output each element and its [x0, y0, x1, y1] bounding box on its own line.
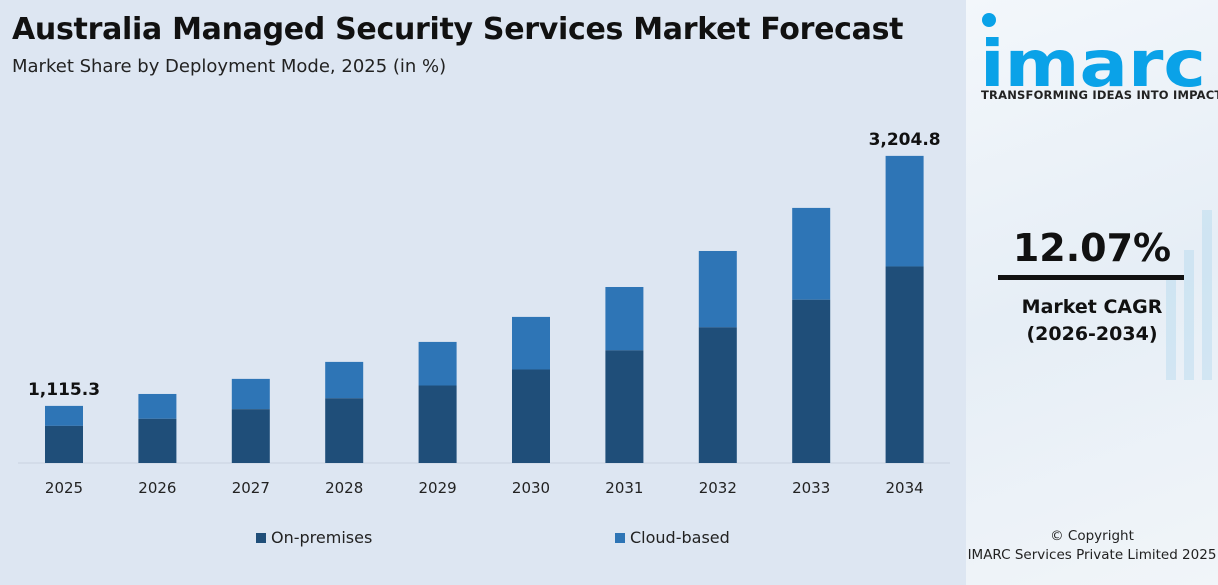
side-panel: imarc TRANSFORMING IDEAS INTO IMPACT 12.…	[966, 0, 1218, 585]
x-tick-label: 2033	[792, 479, 830, 497]
copyright: © Copyright IMARC Services Private Limit…	[966, 527, 1218, 565]
bar-on-premises-2026	[138, 418, 177, 463]
cagr-label: Market CAGR (2026-2034)	[966, 294, 1218, 348]
bar-on-premises-2034	[885, 266, 924, 463]
x-tick-label: 2028	[325, 479, 363, 497]
bar-cloud-based-2033	[792, 207, 831, 300]
bar-on-premises-2032	[698, 327, 737, 463]
bar-on-premises-2025	[45, 425, 83, 463]
chart-panel: Australia Managed Security Services Mark…	[0, 0, 966, 585]
bar-cloud-based-2032	[698, 250, 737, 328]
bar-on-premises-2033	[792, 299, 831, 463]
legend-label: On-premises	[271, 528, 373, 547]
bar-cloud-based-2025	[45, 405, 83, 426]
bar-on-premises-2031	[605, 350, 644, 463]
bar-cloud-based-2031	[605, 286, 644, 351]
legend-swatch	[615, 532, 625, 543]
svg-text:imarc: imarc	[980, 28, 1206, 90]
bar-on-premises-2027	[231, 409, 270, 463]
x-tick-label: 2025	[45, 479, 83, 497]
x-tick-label: 2030	[512, 479, 550, 497]
data-label: 1,115.3	[28, 380, 100, 400]
bar-on-premises-2030	[512, 369, 550, 463]
bar-cloud-based-2029	[418, 341, 457, 386]
bar-cloud-based-2034	[885, 155, 924, 267]
x-tick-label: 2029	[419, 479, 457, 497]
chart-title: Australia Managed Security Services Mark…	[12, 12, 904, 47]
legend-label: Cloud-based	[630, 528, 730, 547]
copyright-line1: © Copyright	[1050, 528, 1134, 544]
legend-swatch	[256, 532, 266, 543]
bar-cloud-based-2027	[231, 378, 270, 410]
data-label: 3,204.8	[869, 130, 941, 150]
background-chart-graphic	[1166, 210, 1212, 380]
legend-cloud-based: Cloud-based	[615, 528, 730, 547]
bar-on-premises-2028	[325, 398, 364, 463]
cagr-period: (2026-2034)	[1026, 323, 1158, 345]
bar-cloud-based-2028	[325, 361, 364, 399]
copyright-line2: IMARC Services Private Limited 2025	[967, 547, 1217, 563]
x-tick-label: 2026	[138, 479, 176, 497]
x-tick-label: 2031	[605, 479, 643, 497]
divider	[998, 275, 1184, 280]
brand-tagline: TRANSFORMING IDEAS INTO IMPACT	[981, 88, 1218, 102]
bar-cloud-based-2030	[512, 316, 550, 370]
x-tick-label: 2034	[886, 479, 924, 497]
chart-subtitle: Market Share by Deployment Mode, 2025 (i…	[12, 56, 447, 77]
cagr-value: 12.07%	[1012, 226, 1172, 270]
legend-on-premises: On-premises	[256, 528, 372, 547]
cagr-label-text: Market CAGR	[1021, 296, 1163, 318]
bar-chart: 2025 1,115.3 2026 2027 2028 2029 2030 2031 2032 2…	[18, 130, 950, 497]
bar-cloud-based-2026	[138, 393, 177, 419]
x-tick-label: 2032	[699, 479, 737, 497]
x-tick-label: 2027	[232, 479, 270, 497]
bar-on-premises-2029	[418, 385, 457, 463]
imarc-logo: imarc	[980, 13, 1206, 90]
